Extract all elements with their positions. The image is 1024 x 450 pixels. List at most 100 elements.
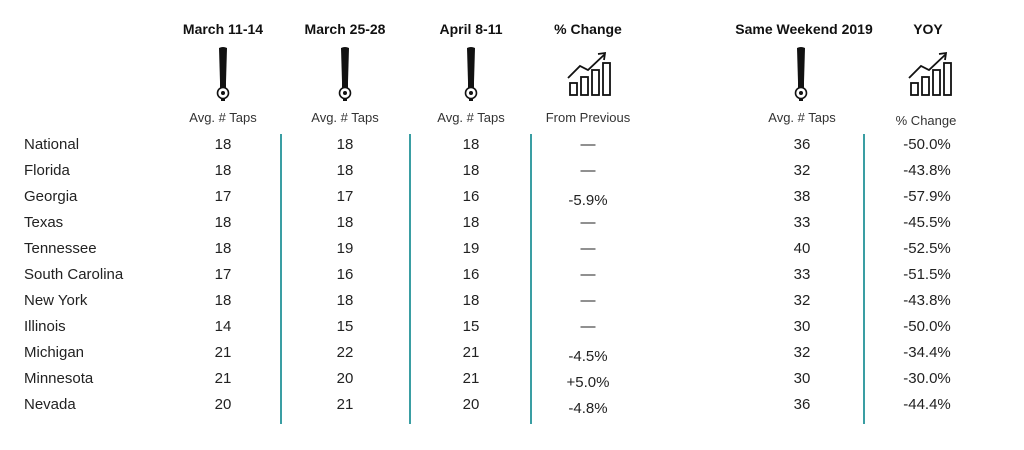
cell-march-25-28: 18	[336, 162, 354, 179]
state-label: Minnesota	[24, 370, 94, 387]
cell-pct-change: —	[580, 266, 596, 283]
cell-march-11-14: 18	[214, 292, 232, 309]
cell-pct-change: —	[580, 214, 596, 231]
column-subheader-pct-change: From Previous	[545, 110, 631, 125]
cell-pct-change: -4.5%	[568, 348, 608, 365]
cell-pct-change: —	[580, 136, 596, 153]
table-row: Tennessee 18 19 19 — 40 -52.5%	[0, 240, 1024, 266]
cell-yoy: -34.4%	[903, 344, 951, 361]
beer-tap-icon	[216, 47, 230, 101]
cell-pct-change: —	[580, 162, 596, 179]
state-label: Michigan	[24, 344, 85, 361]
table-row: South Carolina 17 16 16 — 33 -51.5%	[0, 266, 1024, 292]
column-divider	[280, 134, 282, 424]
cell-april-8-11: 18	[462, 136, 480, 153]
cell-march-11-14: 18	[214, 214, 232, 231]
column-header-pct-change: % Change	[554, 21, 622, 37]
cell-same-weekend-2019: 30	[793, 370, 811, 387]
column-divider	[863, 134, 865, 424]
table-row: Minnesota 21 20 21 +5.0% 30 -30.0%	[0, 370, 1024, 396]
cell-march-25-28: 16	[336, 266, 354, 283]
cell-march-25-28: 18	[336, 214, 354, 231]
cell-march-25-28: 21	[336, 396, 354, 413]
cell-pct-change: —	[580, 292, 596, 309]
column-header-march-25-28: March 25-28	[304, 21, 386, 37]
column-divider	[530, 134, 532, 424]
cell-same-weekend-2019: 32	[793, 292, 811, 309]
table-row: Texas 18 18 18 — 33 -45.5%	[0, 214, 1024, 240]
cell-april-8-11: 20	[462, 396, 480, 413]
table-row: Nevada 20 21 20 -4.8% 36 -44.4%	[0, 396, 1024, 422]
cell-yoy: -43.8%	[903, 292, 951, 309]
cell-march-11-14: 18	[214, 136, 232, 153]
state-label: Georgia	[24, 188, 78, 205]
cell-april-8-11: 21	[462, 344, 480, 361]
cell-march-11-14: 17	[214, 188, 232, 205]
state-label: South Carolina	[24, 266, 124, 283]
table-row: Michigan 21 22 21 -4.5% 32 -34.4%	[0, 344, 1024, 370]
cell-march-11-14: 21	[214, 344, 232, 361]
cell-yoy: -50.0%	[903, 136, 951, 153]
table-row: National 18 18 18 — 36 -50.0%	[0, 136, 1024, 162]
cell-pct-change: -5.9%	[568, 192, 608, 209]
column-header-march-11-14: March 11-14	[182, 21, 264, 37]
state-label: National	[24, 136, 80, 153]
cell-yoy: -45.5%	[903, 214, 951, 231]
column-subheader-march-11-14: Avg. # Taps	[189, 110, 257, 125]
cell-same-weekend-2019: 40	[793, 240, 811, 257]
cell-march-25-28: 18	[336, 292, 354, 309]
cell-yoy: -57.9%	[903, 188, 951, 205]
trend-chart-icon	[908, 51, 952, 96]
cell-march-11-14: 18	[214, 162, 232, 179]
cell-march-25-28: 17	[336, 188, 354, 205]
column-header-same-weekend-2019: Same Weekend 2019	[735, 21, 873, 37]
cell-pct-change: —	[580, 240, 596, 257]
cell-march-11-14: 21	[214, 370, 232, 387]
beer-tap-icon	[794, 47, 808, 101]
cell-yoy: -43.8%	[903, 162, 951, 179]
cell-march-25-28: 18	[336, 136, 354, 153]
cell-same-weekend-2019: 30	[793, 318, 811, 335]
table-row: Florida 18 18 18 — 32 -43.8%	[0, 162, 1024, 188]
state-label: Tennessee	[24, 240, 97, 257]
table-row: Illinois 14 15 15 — 30 -50.0%	[0, 318, 1024, 344]
beer-tap-icon	[464, 47, 478, 101]
cell-yoy: -44.4%	[903, 396, 951, 413]
table-row: Georgia 17 17 16 -5.9% 38 -57.9%	[0, 188, 1024, 214]
state-label: Nevada	[24, 396, 76, 413]
cell-march-11-14: 18	[214, 240, 232, 257]
beer-tap-icon	[338, 47, 352, 101]
cell-march-11-14: 17	[214, 266, 232, 283]
cell-yoy: -30.0%	[903, 370, 951, 387]
cell-april-8-11: 18	[462, 162, 480, 179]
column-header-april-8-11: April 8-11	[439, 21, 503, 37]
column-subheader-yoy: % Change	[895, 113, 957, 128]
cell-april-8-11: 19	[462, 240, 480, 257]
table-row: New York 18 18 18 — 32 -43.8%	[0, 292, 1024, 318]
cell-march-11-14: 20	[214, 396, 232, 413]
cell-same-weekend-2019: 36	[793, 136, 811, 153]
cell-march-25-28: 20	[336, 370, 354, 387]
cell-march-25-28: 15	[336, 318, 354, 335]
cell-march-25-28: 22	[336, 344, 354, 361]
cell-same-weekend-2019: 38	[793, 188, 811, 205]
cell-march-25-28: 19	[336, 240, 354, 257]
cell-yoy: -52.5%	[903, 240, 951, 257]
trend-chart-icon	[567, 51, 611, 96]
state-label: Illinois	[24, 318, 66, 335]
cell-april-8-11: 16	[462, 266, 480, 283]
cell-pct-change: -4.8%	[568, 400, 608, 417]
state-label: New York	[24, 292, 88, 309]
cell-april-8-11: 18	[462, 292, 480, 309]
cell-same-weekend-2019: 33	[793, 214, 811, 231]
cell-yoy: -50.0%	[903, 318, 951, 335]
cell-april-8-11: 15	[462, 318, 480, 335]
cell-march-11-14: 14	[214, 318, 232, 335]
cell-same-weekend-2019: 36	[793, 396, 811, 413]
cell-april-8-11: 21	[462, 370, 480, 387]
column-subheader-april-8-11: Avg. # Taps	[437, 110, 505, 125]
column-divider	[409, 134, 411, 424]
cell-pct-change: —	[580, 318, 596, 335]
state-label: Texas	[24, 214, 64, 231]
cell-april-8-11: 18	[462, 214, 480, 231]
